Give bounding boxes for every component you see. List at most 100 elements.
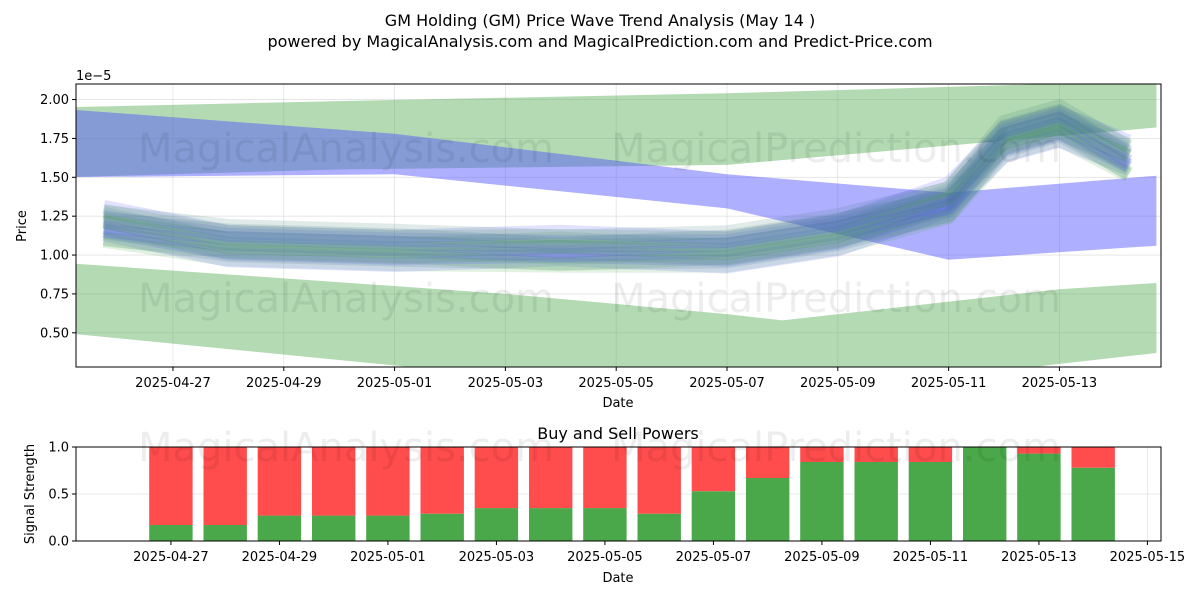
price-wave-line — [102, 111, 1132, 253]
sell-bar — [1017, 447, 1061, 454]
price-y-tick-label: 0.75 — [40, 287, 69, 302]
buy-bar — [257, 515, 302, 541]
signal-x-tick-label: 2025-05-07 — [676, 550, 752, 565]
price-wave-line — [103, 103, 1133, 251]
buy-bar — [420, 513, 464, 541]
sell-bar — [746, 447, 790, 478]
price-band-blue-1 — [76, 109, 1157, 260]
buy-bar — [637, 513, 681, 541]
price-wave-line — [103, 111, 1133, 259]
sell-bar — [420, 447, 464, 514]
buy-bar — [366, 515, 410, 541]
buy-bar — [800, 462, 844, 541]
price-x-tick-label: 2025-04-27 — [135, 376, 211, 391]
price-wave-line — [102, 126, 1132, 267]
sell-bar — [854, 447, 898, 462]
price-band-green-0 — [76, 84, 1157, 177]
signal-y-tick-label: 1.0 — [48, 441, 69, 456]
buy-bar — [583, 508, 627, 541]
signal-x-tick-label: 2025-04-27 — [133, 550, 209, 565]
price-wave-line — [102, 132, 1132, 273]
price-wave-plot: MagicalAnalysis.com MagicalPrediction.co… — [15, 69, 1162, 411]
sell-bar — [583, 447, 627, 509]
signal-bars — [149, 447, 1115, 541]
price-wave-line — [102, 133, 1132, 274]
buy-bar — [203, 525, 247, 541]
buy-bar — [854, 462, 898, 541]
signal-strength-plot: Buy and Sell Powers MagicalAnalysis.com … — [23, 424, 1185, 586]
sell-bar — [474, 447, 519, 509]
price-x-axis-label: Date — [602, 396, 633, 411]
buy-bar — [746, 478, 790, 541]
chart-subtitle: powered by MagicalAnalysis.com and Magic… — [267, 32, 932, 51]
buy-bar — [1017, 453, 1061, 541]
signal-x-tick-label: 2025-05-05 — [567, 550, 643, 565]
price-y-tick-label: 1.00 — [40, 249, 69, 264]
signal-x-tick-label: 2025-05-11 — [893, 550, 969, 565]
price-x-tick-label: 2025-05-11 — [911, 376, 987, 391]
buy-bar — [149, 525, 193, 541]
price-y-tick-label: 0.50 — [40, 326, 69, 341]
watermark-prediction-top: MagicalPrediction.com — [611, 126, 1061, 172]
price-wave-line — [102, 117, 1133, 263]
price-x-tick-label: 2025-04-29 — [246, 376, 322, 391]
price-wave-line — [102, 105, 1132, 246]
signal-y-tick-label: 0.0 — [48, 535, 69, 550]
price-grid — [76, 84, 1161, 367]
sell-bar — [691, 447, 736, 492]
sell-bar — [637, 447, 681, 514]
price-bands — [76, 84, 1157, 367]
price-plot-frame — [75, 83, 1162, 368]
price-wave-line — [102, 113, 1132, 253]
sell-bar — [149, 447, 193, 525]
price-x-tick-label: 2025-05-01 — [357, 376, 433, 391]
signal-x-tick-label: 2025-04-29 — [242, 550, 318, 565]
signal-x-tick-label: 2025-05-03 — [459, 550, 535, 565]
sell-bar — [312, 447, 356, 516]
price-y-axis-label: Price — [15, 210, 30, 242]
sell-bar — [1071, 447, 1115, 468]
watermark-analysis-top: MagicalAnalysis.com — [138, 126, 554, 172]
price-wave-line — [102, 117, 1132, 257]
watermark-prediction-mid: MagicalPrediction.com — [611, 276, 1061, 322]
price-y-tick-label: 1.50 — [40, 171, 69, 186]
buy-bar — [1071, 467, 1115, 541]
signal-x-ticks: 2025-04-27 2025-04-29 2025-05-01 2025-05-03… — [133, 541, 1185, 565]
sell-bar — [529, 447, 573, 509]
price-band-green-2 — [76, 263, 1157, 367]
signal-x-tick-label: 2025-05-15 — [1110, 550, 1186, 565]
price-y-tick-label: 1.75 — [40, 132, 69, 147]
price-x-tick-label: 2025-05-07 — [689, 376, 765, 391]
price-plot-background — [76, 84, 1161, 367]
buy-bar — [908, 462, 953, 541]
price-wave-line — [102, 125, 1132, 266]
price-wave-line — [102, 120, 1132, 261]
price-wave-line — [102, 108, 1132, 249]
buy-bar — [529, 508, 573, 541]
price-waves — [102, 99, 1133, 274]
price-wave-line — [102, 105, 1132, 246]
price-x-ticks: 2025-04-27 2025-04-29 2025-05-01 2025-05-03… — [135, 367, 1097, 391]
sell-bar — [908, 447, 953, 462]
sell-bar — [203, 447, 247, 525]
buy-bar — [312, 515, 356, 541]
watermark-analysis-mid: MagicalAnalysis.com — [138, 276, 554, 322]
signal-x-tick-label: 2025-05-13 — [1001, 550, 1077, 565]
price-y-tick-label: 2.00 — [40, 93, 69, 108]
price-wave-line — [102, 128, 1133, 271]
signal-y-axis-label: Signal Strength — [23, 444, 38, 544]
price-wave-line — [102, 119, 1133, 265]
price-x-tick-label: 2025-05-03 — [468, 376, 544, 391]
price-x-tick-label: 2025-05-05 — [578, 376, 654, 391]
signal-x-tick-label: 2025-05-01 — [350, 550, 426, 565]
price-x-tick-label: 2025-05-13 — [1022, 376, 1098, 391]
y-scale-label: 1e−5 — [76, 69, 111, 84]
signal-x-axis-label: Date — [602, 571, 633, 586]
chart-title: GM Holding (GM) Price Wave Trend Analysi… — [385, 11, 815, 30]
buy-bar — [691, 491, 736, 541]
price-y-tick-label: 1.25 — [40, 210, 69, 225]
signal-x-tick-label: 2025-05-09 — [784, 550, 860, 565]
sell-bar — [257, 447, 302, 516]
